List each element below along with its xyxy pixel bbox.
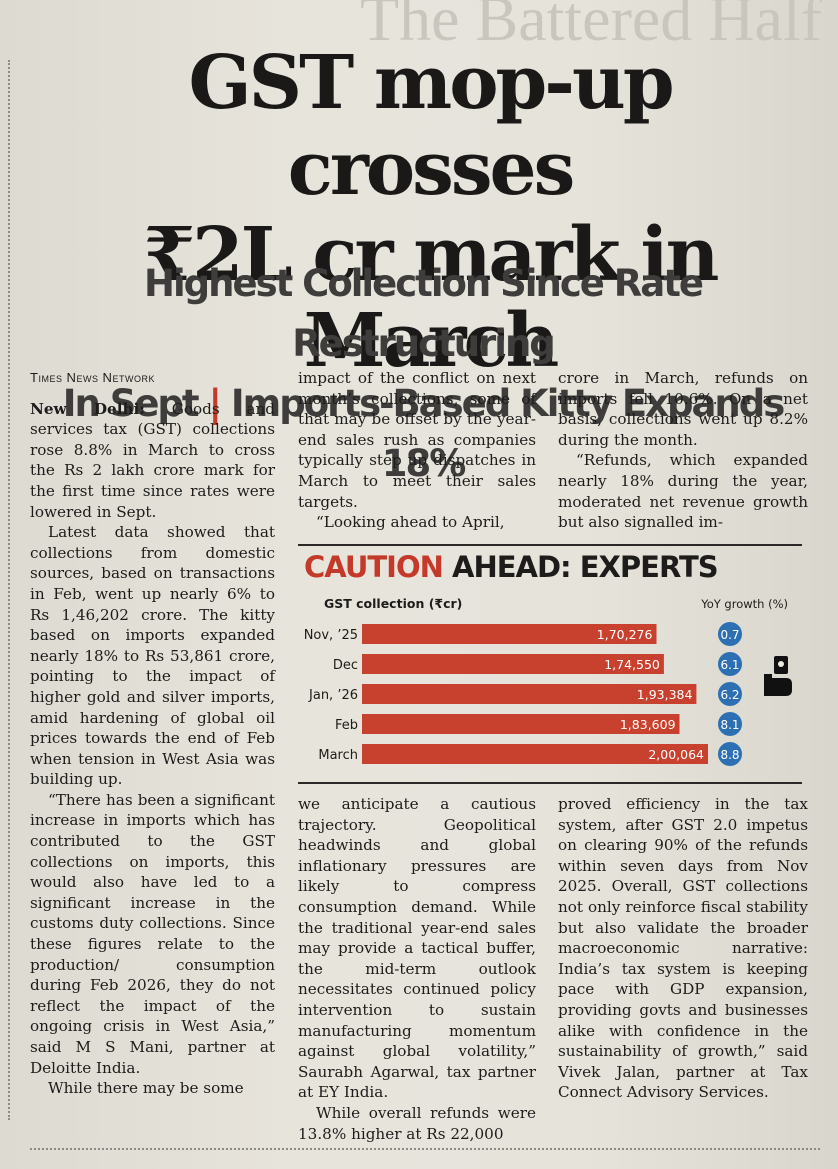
column-rule-bottom bbox=[30, 1148, 820, 1150]
chart-growth-label: 6.2 bbox=[720, 688, 739, 702]
chart-growth-label: 0.7 bbox=[720, 628, 739, 642]
chart-growth-label: 8.1 bbox=[720, 718, 739, 732]
lead-paragraph: New Delhi: Goods and services tax (GST) … bbox=[30, 399, 275, 523]
subheadline: Highest Collection Since Rate Restructur… bbox=[28, 254, 818, 494]
col2-paragraph-4: While overall refunds were 13.8% higher … bbox=[298, 1103, 536, 1143]
article-column-3-top: crore in March, refunds on imports fell … bbox=[558, 368, 808, 533]
chart-growth-bubble bbox=[718, 622, 742, 646]
chart-category-label: March bbox=[318, 748, 358, 763]
article-column-2-top: impact of the conflict on next month’s c… bbox=[298, 368, 536, 533]
chart-value-label: 2,00,064 bbox=[648, 747, 704, 762]
chart-growth-bubble bbox=[718, 682, 742, 706]
chart-title-rest: AHEAD: EXPERTS bbox=[452, 550, 719, 584]
chart-right-label: YoY growth (%) bbox=[700, 597, 788, 611]
chart-value-label: 1,83,609 bbox=[620, 717, 676, 732]
chart-category-label: Dec bbox=[333, 658, 358, 673]
subhead-separator: | bbox=[208, 382, 222, 425]
chart-category-label: Nov, ’25 bbox=[304, 628, 358, 643]
subhead-part-3: Imports-Based Kitty Expands 18% bbox=[230, 382, 785, 485]
lead-text: Goods and services tax (GST) collections… bbox=[30, 399, 275, 521]
chart-growth-label: 8.8 bbox=[720, 748, 739, 762]
col2-paragraph-1: impact of the conflict on next month’s c… bbox=[298, 369, 536, 511]
subhead-part-1: Highest Collection Since Rate Restructur… bbox=[144, 262, 704, 365]
chart-title: CAUTION AHEAD: EXPERTS bbox=[304, 550, 719, 584]
chart-growth-bubble bbox=[718, 742, 742, 766]
previous-headline-bleed: The Battered Half bbox=[360, 0, 822, 52]
col3-paragraph-3: proved efficiency in the tax system, aft… bbox=[558, 795, 808, 1102]
column-rule-left bbox=[8, 60, 10, 1120]
paragraph-2: Latest data showed that collections from… bbox=[30, 523, 275, 789]
subhead-part-2: In Sept bbox=[62, 382, 200, 425]
chart-value-label: 1,93,384 bbox=[637, 687, 693, 702]
chart-plot: GST collection (₹cr) YoY growth (%) Nov,… bbox=[304, 596, 792, 766]
chart-left-label: GST collection (₹cr) bbox=[324, 596, 462, 611]
article-column-3-bottom: proved efficiency in the tax system, aft… bbox=[558, 794, 808, 1103]
chart-title-red: CAUTION bbox=[304, 550, 444, 584]
chart-category-label: Jan, ’26 bbox=[308, 688, 358, 703]
col3-paragraph-2: “Refunds, which expanded nearly 18% duri… bbox=[558, 451, 808, 532]
byline: Times News Network bbox=[30, 370, 155, 385]
chart-bar bbox=[362, 624, 657, 644]
article-column-1: Times News Network New Delhi: Goods and … bbox=[30, 368, 275, 1099]
chart-value-label: 1,70,276 bbox=[597, 627, 653, 642]
col3-paragraph-1: crore in March, refunds on imports fell … bbox=[558, 369, 808, 449]
headline-line-1: GST mop-up crosses bbox=[188, 40, 674, 212]
headline-line-2: ₹2L cr mark in March bbox=[143, 212, 720, 384]
dateline: New Delhi: bbox=[30, 399, 145, 418]
chart-growth-bubble bbox=[718, 712, 742, 736]
chart-bar bbox=[362, 714, 680, 734]
chart-growth-bubble bbox=[718, 652, 742, 676]
paragraph-3: “There has been a significant increase i… bbox=[30, 790, 275, 1077]
col2-paragraph-3: we anticipate a cautious trajectory. Geo… bbox=[298, 795, 536, 1102]
gst-chart: CAUTION AHEAD: EXPERTS GST collection (₹… bbox=[298, 544, 802, 784]
chart-bar bbox=[362, 684, 697, 704]
chart-bar bbox=[362, 654, 664, 674]
chart-growth-label: 6.1 bbox=[720, 658, 739, 672]
headline: GST mop-up crosses ₹2L cr mark in March bbox=[40, 40, 820, 384]
paragraph-4: While there may be some bbox=[48, 1079, 244, 1098]
chart-value-label: 1,74,550 bbox=[604, 657, 660, 672]
col2-paragraph-2: “Looking ahead to April, bbox=[316, 513, 505, 532]
article-column-2-bottom: we anticipate a cautious trajectory. Geo… bbox=[298, 794, 536, 1144]
chart-bar bbox=[362, 744, 708, 764]
hand-holding-tag-icon bbox=[764, 656, 792, 696]
chart-category-label: Feb bbox=[335, 718, 358, 733]
